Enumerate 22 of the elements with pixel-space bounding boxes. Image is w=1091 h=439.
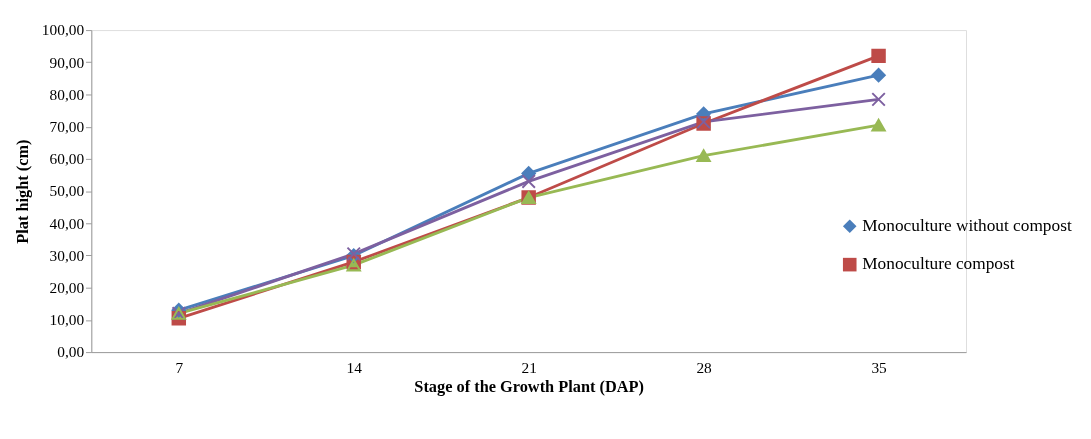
x-tick-label: 28 [696, 358, 713, 376]
y-tick-label: 60,00 [49, 150, 85, 168]
y-tick-label: 90,00 [49, 53, 85, 71]
y-tick-label: 100,00 [41, 21, 85, 39]
y-tick-label: 50,00 [49, 182, 85, 200]
point [521, 174, 536, 189]
x-axis-title: Stage of the Growth Plant (DAP) [414, 377, 644, 396]
y-tick-label: 30,00 [49, 246, 85, 264]
point [871, 92, 886, 107]
legend-label: Monoculture compost [862, 254, 1015, 274]
y-tick-label: 10,00 [49, 311, 85, 329]
y-tick-label: 40,00 [49, 214, 85, 232]
y-tick-label: 80,00 [49, 85, 85, 103]
x-tick-label: 14 [346, 358, 363, 376]
x-tick-label: 35 [871, 358, 888, 376]
legend-label: Monoculture without compost [862, 215, 1072, 235]
y-tick-label: 20,00 [49, 278, 85, 296]
x-tick-label: 7 [175, 358, 184, 376]
x-tick-label: 21 [521, 358, 537, 376]
y-axis-title: Plat hight (cm) [13, 139, 33, 244]
y-tick-label: 0,00 [57, 343, 85, 361]
y-tick-label: 70,00 [49, 117, 85, 135]
